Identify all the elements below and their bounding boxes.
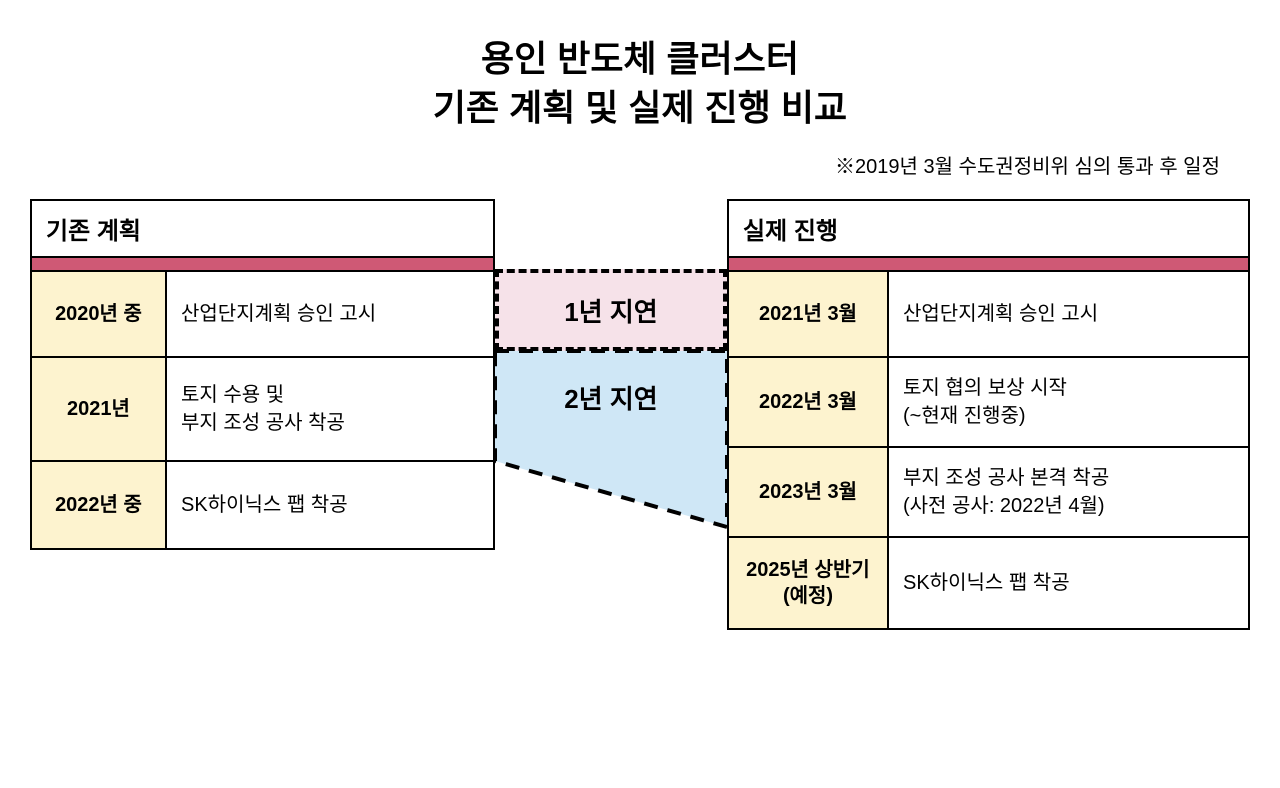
date-cell: 2022년 중 — [32, 462, 167, 548]
table-row: 2021년 토지 수용 및부지 조성 공사 착공 — [32, 358, 493, 462]
date-cell: 2021년 — [32, 358, 167, 460]
table-row: 2022년 3월 토지 협의 보상 시작(~현재 진행중) — [729, 358, 1248, 448]
right-table-header: 실제 진행 — [729, 201, 1248, 258]
title-line-2: 기존 계획 및 실제 진행 비교 — [0, 84, 1280, 133]
table-row: 2025년 상반기(예정) SK하이닉스 팹 착공 — [729, 538, 1248, 628]
delay-label: 1년 지연 — [564, 292, 657, 329]
title-block: 용인 반도체 클러스터 기존 계획 및 실제 진행 비교 — [0, 0, 1280, 132]
original-plan-table: 기존 계획 2020년 중 산업단지계획 승인 고시 2021년 토지 수용 및… — [30, 199, 495, 550]
desc-cell: 토지 협의 보상 시작(~현재 진행중) — [889, 358, 1248, 446]
delay-2yr-shape — [495, 351, 727, 527]
desc-cell: SK하이닉스 팹 착공 — [889, 538, 1248, 628]
date-cell: 2023년 3월 — [729, 448, 889, 536]
table-row: 2023년 3월 부지 조성 공사 본격 착공(사전 공사: 2022년 4월) — [729, 448, 1248, 538]
table-row: 2020년 중 산업단지계획 승인 고시 — [32, 272, 493, 358]
delay-label: 2년 지연 — [495, 379, 727, 416]
left-table-stripe — [32, 258, 493, 272]
delay-callout-2yr — [495, 351, 727, 527]
title-line-1: 용인 반도체 클러스터 — [0, 35, 1280, 84]
desc-cell: 토지 수용 및부지 조성 공사 착공 — [167, 358, 493, 460]
desc-cell: SK하이닉스 팹 착공 — [167, 462, 493, 548]
table-row: 2022년 중 SK하이닉스 팹 착공 — [32, 462, 493, 548]
desc-cell: 산업단지계획 승인 고시 — [889, 272, 1248, 356]
date-cell: 2022년 3월 — [729, 358, 889, 446]
left-table-header: 기존 계획 — [32, 201, 493, 258]
date-cell: 2025년 상반기(예정) — [729, 538, 889, 628]
date-cell: 2021년 3월 — [729, 272, 889, 356]
table-row: 2021년 3월 산업단지계획 승인 고시 — [729, 272, 1248, 358]
actual-progress-table: 실제 진행 2021년 3월 산업단지계획 승인 고시 2022년 3월 토지 … — [727, 199, 1250, 630]
date-cell: 2020년 중 — [32, 272, 167, 356]
desc-cell: 산업단지계획 승인 고시 — [167, 272, 493, 356]
subnote: ※2019년 3월 수도권정비위 심의 통과 후 일정 — [0, 132, 1280, 179]
right-table-stripe — [729, 258, 1248, 272]
comparison-area: 기존 계획 2020년 중 산업단지계획 승인 고시 2021년 토지 수용 및… — [0, 199, 1280, 719]
delay-callout-1yr: 1년 지연 — [495, 269, 727, 351]
desc-cell: 부지 조성 공사 본격 착공(사전 공사: 2022년 4월) — [889, 448, 1248, 536]
